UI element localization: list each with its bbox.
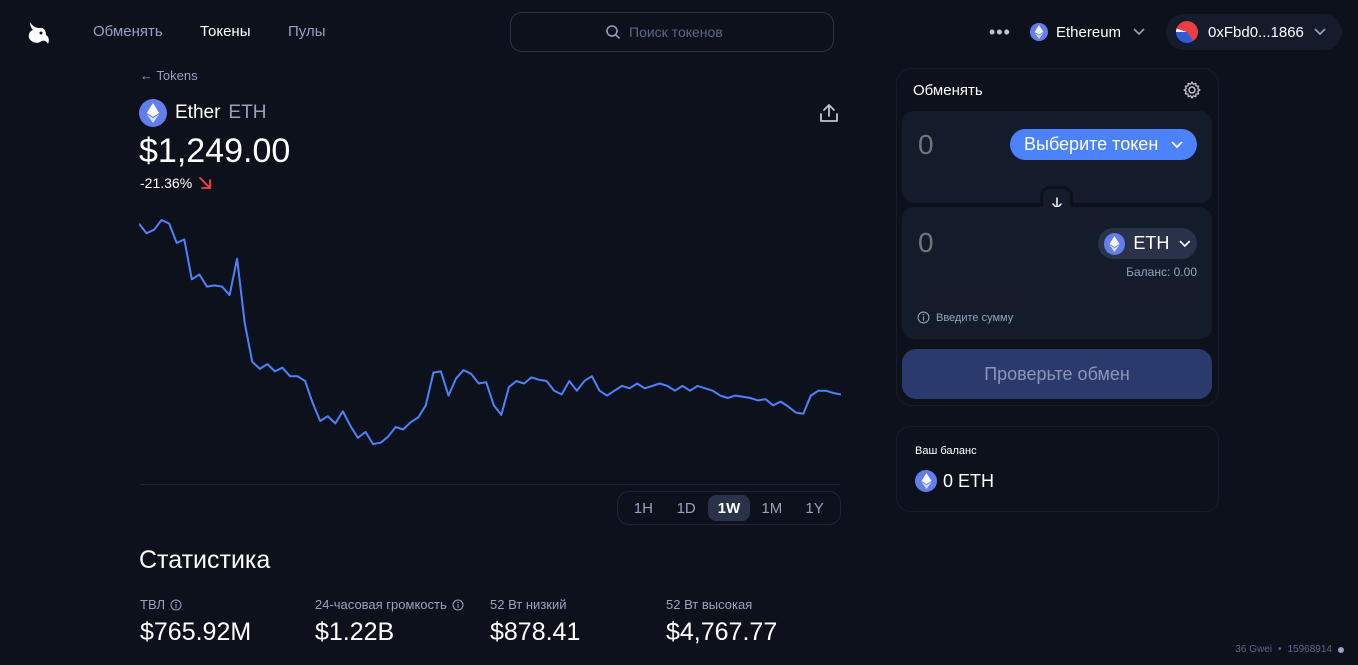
swap-title: Обменять xyxy=(913,82,983,99)
timeframe-1h[interactable]: 1H xyxy=(633,499,653,517)
info-icon[interactable] xyxy=(170,599,182,611)
output-balance: Баланс: 0.00 xyxy=(1126,265,1197,279)
info-icon xyxy=(917,311,930,324)
ethereum-icon xyxy=(1030,23,1048,41)
swap-output-field: ETH Баланс: 0.00 Введите сумму xyxy=(902,207,1212,339)
network-name: Ethereum xyxy=(1056,23,1122,41)
token-price: $1,249.00 xyxy=(139,132,291,170)
block-number[interactable]: 15968914 xyxy=(1287,644,1333,655)
gas-price: 36 Gwei xyxy=(1235,644,1272,655)
gear-icon[interactable] xyxy=(1182,80,1202,100)
nav-link-pools[interactable]: Пулы xyxy=(288,23,326,40)
arrow-down-right-icon xyxy=(199,177,212,189)
search-box[interactable] xyxy=(510,12,834,52)
price-change-value: -21.36% xyxy=(140,175,193,191)
review-swap-button[interactable]: Проверьте обмен xyxy=(902,349,1212,399)
timeframe-1y[interactable]: 1Y xyxy=(805,499,824,517)
search-input[interactable] xyxy=(629,24,739,40)
eth-token-icon xyxy=(1104,232,1126,255)
share-icon[interactable] xyxy=(818,102,840,124)
stat-52w-low: 52 Вт низкий $878.41 xyxy=(490,597,580,647)
select-token-label: Выберите токен xyxy=(1024,134,1159,154)
stats-title: Статистика xyxy=(139,546,271,574)
nav-link-swap[interactable]: Обменять xyxy=(93,23,163,40)
token-symbol: ETH xyxy=(228,102,267,123)
chevron-down-icon xyxy=(1179,239,1191,247)
stat-52w-high-value: $4,767.77 xyxy=(666,618,778,646)
stat-tvl-value: $765.92M xyxy=(140,618,252,646)
nav-link-tokens[interactable]: Токены xyxy=(200,23,251,40)
balance-value: 0 ETH xyxy=(943,470,995,491)
balance-label: Ваш баланс xyxy=(915,445,977,457)
price-chart[interactable] xyxy=(139,200,841,486)
top-navbar: Обменять Токены Пулы ••• Ethereum 0xFbd0… xyxy=(0,0,1358,64)
status-dot-icon xyxy=(1338,646,1344,653)
timeframe-1m[interactable]: 1M xyxy=(761,499,783,517)
stat-tvl-label: ТВЛ xyxy=(140,597,165,612)
select-token-button[interactable]: Выберите токен xyxy=(1010,129,1197,160)
search-icon xyxy=(606,25,621,40)
price-line xyxy=(139,219,841,445)
chart-divider xyxy=(140,484,840,485)
input-amount[interactable] xyxy=(918,129,998,161)
swap-input-field: Выберите токен xyxy=(902,111,1212,203)
balance-card: Ваш баланс 0 ETH xyxy=(896,426,1219,512)
network-selector[interactable]: Ethereum xyxy=(1030,18,1145,46)
output-amount[interactable] xyxy=(918,227,998,259)
eth-token-icon xyxy=(915,470,937,492)
stat-volume: 24-часовая громкость $1.22B xyxy=(315,597,464,647)
stat-52w-low-label: 52 Вт низкий xyxy=(490,597,567,612)
chevron-down-icon xyxy=(1171,140,1183,148)
token-header: Ether ETH xyxy=(139,99,266,127)
token-name: Ether xyxy=(175,102,221,123)
eth-token-icon xyxy=(139,99,167,127)
separator-dot-icon: • xyxy=(1277,644,1282,655)
chevron-down-icon xyxy=(1133,28,1145,36)
balance-value-row: 0 ETH xyxy=(915,470,994,492)
account-address: 0xFbd0...1866 xyxy=(1208,23,1304,41)
stat-52w-high: 52 Вт высокая $4,767.77 xyxy=(666,597,777,647)
timeframe-1d[interactable]: 1D xyxy=(676,499,696,517)
output-token-symbol: ETH xyxy=(1133,233,1170,253)
stat-52w-low-value: $878.41 xyxy=(490,618,581,646)
timeframe-selector: 1H 1D 1W 1M 1Y xyxy=(617,491,841,525)
stat-volume-label: 24-часовая громкость xyxy=(315,597,447,612)
info-icon[interactable] xyxy=(452,599,464,611)
back-to-tokens-link[interactable]: ← Tokens xyxy=(140,68,198,83)
swap-hint-text: Введите сумму xyxy=(936,311,1014,324)
uniswap-logo-icon[interactable] xyxy=(24,18,54,48)
avatar xyxy=(1176,21,1198,43)
more-menu-button[interactable]: ••• xyxy=(989,22,1011,42)
swap-hint: Введите сумму xyxy=(917,311,1013,324)
timeframe-1w[interactable]: 1W xyxy=(707,495,750,521)
output-token-button[interactable]: ETH xyxy=(1098,228,1197,259)
stat-volume-value: $1.22B xyxy=(315,618,395,646)
network-status: 36 Gwei • 15968914 xyxy=(1235,644,1344,655)
price-change: -21.36% xyxy=(140,175,212,191)
stat-tvl: ТВЛ $765.92M xyxy=(140,597,251,647)
account-button[interactable]: 0xFbd0...1866 xyxy=(1166,14,1342,50)
stat-52w-high-label: 52 Вт высокая xyxy=(666,597,753,612)
chevron-down-icon xyxy=(1314,28,1326,36)
